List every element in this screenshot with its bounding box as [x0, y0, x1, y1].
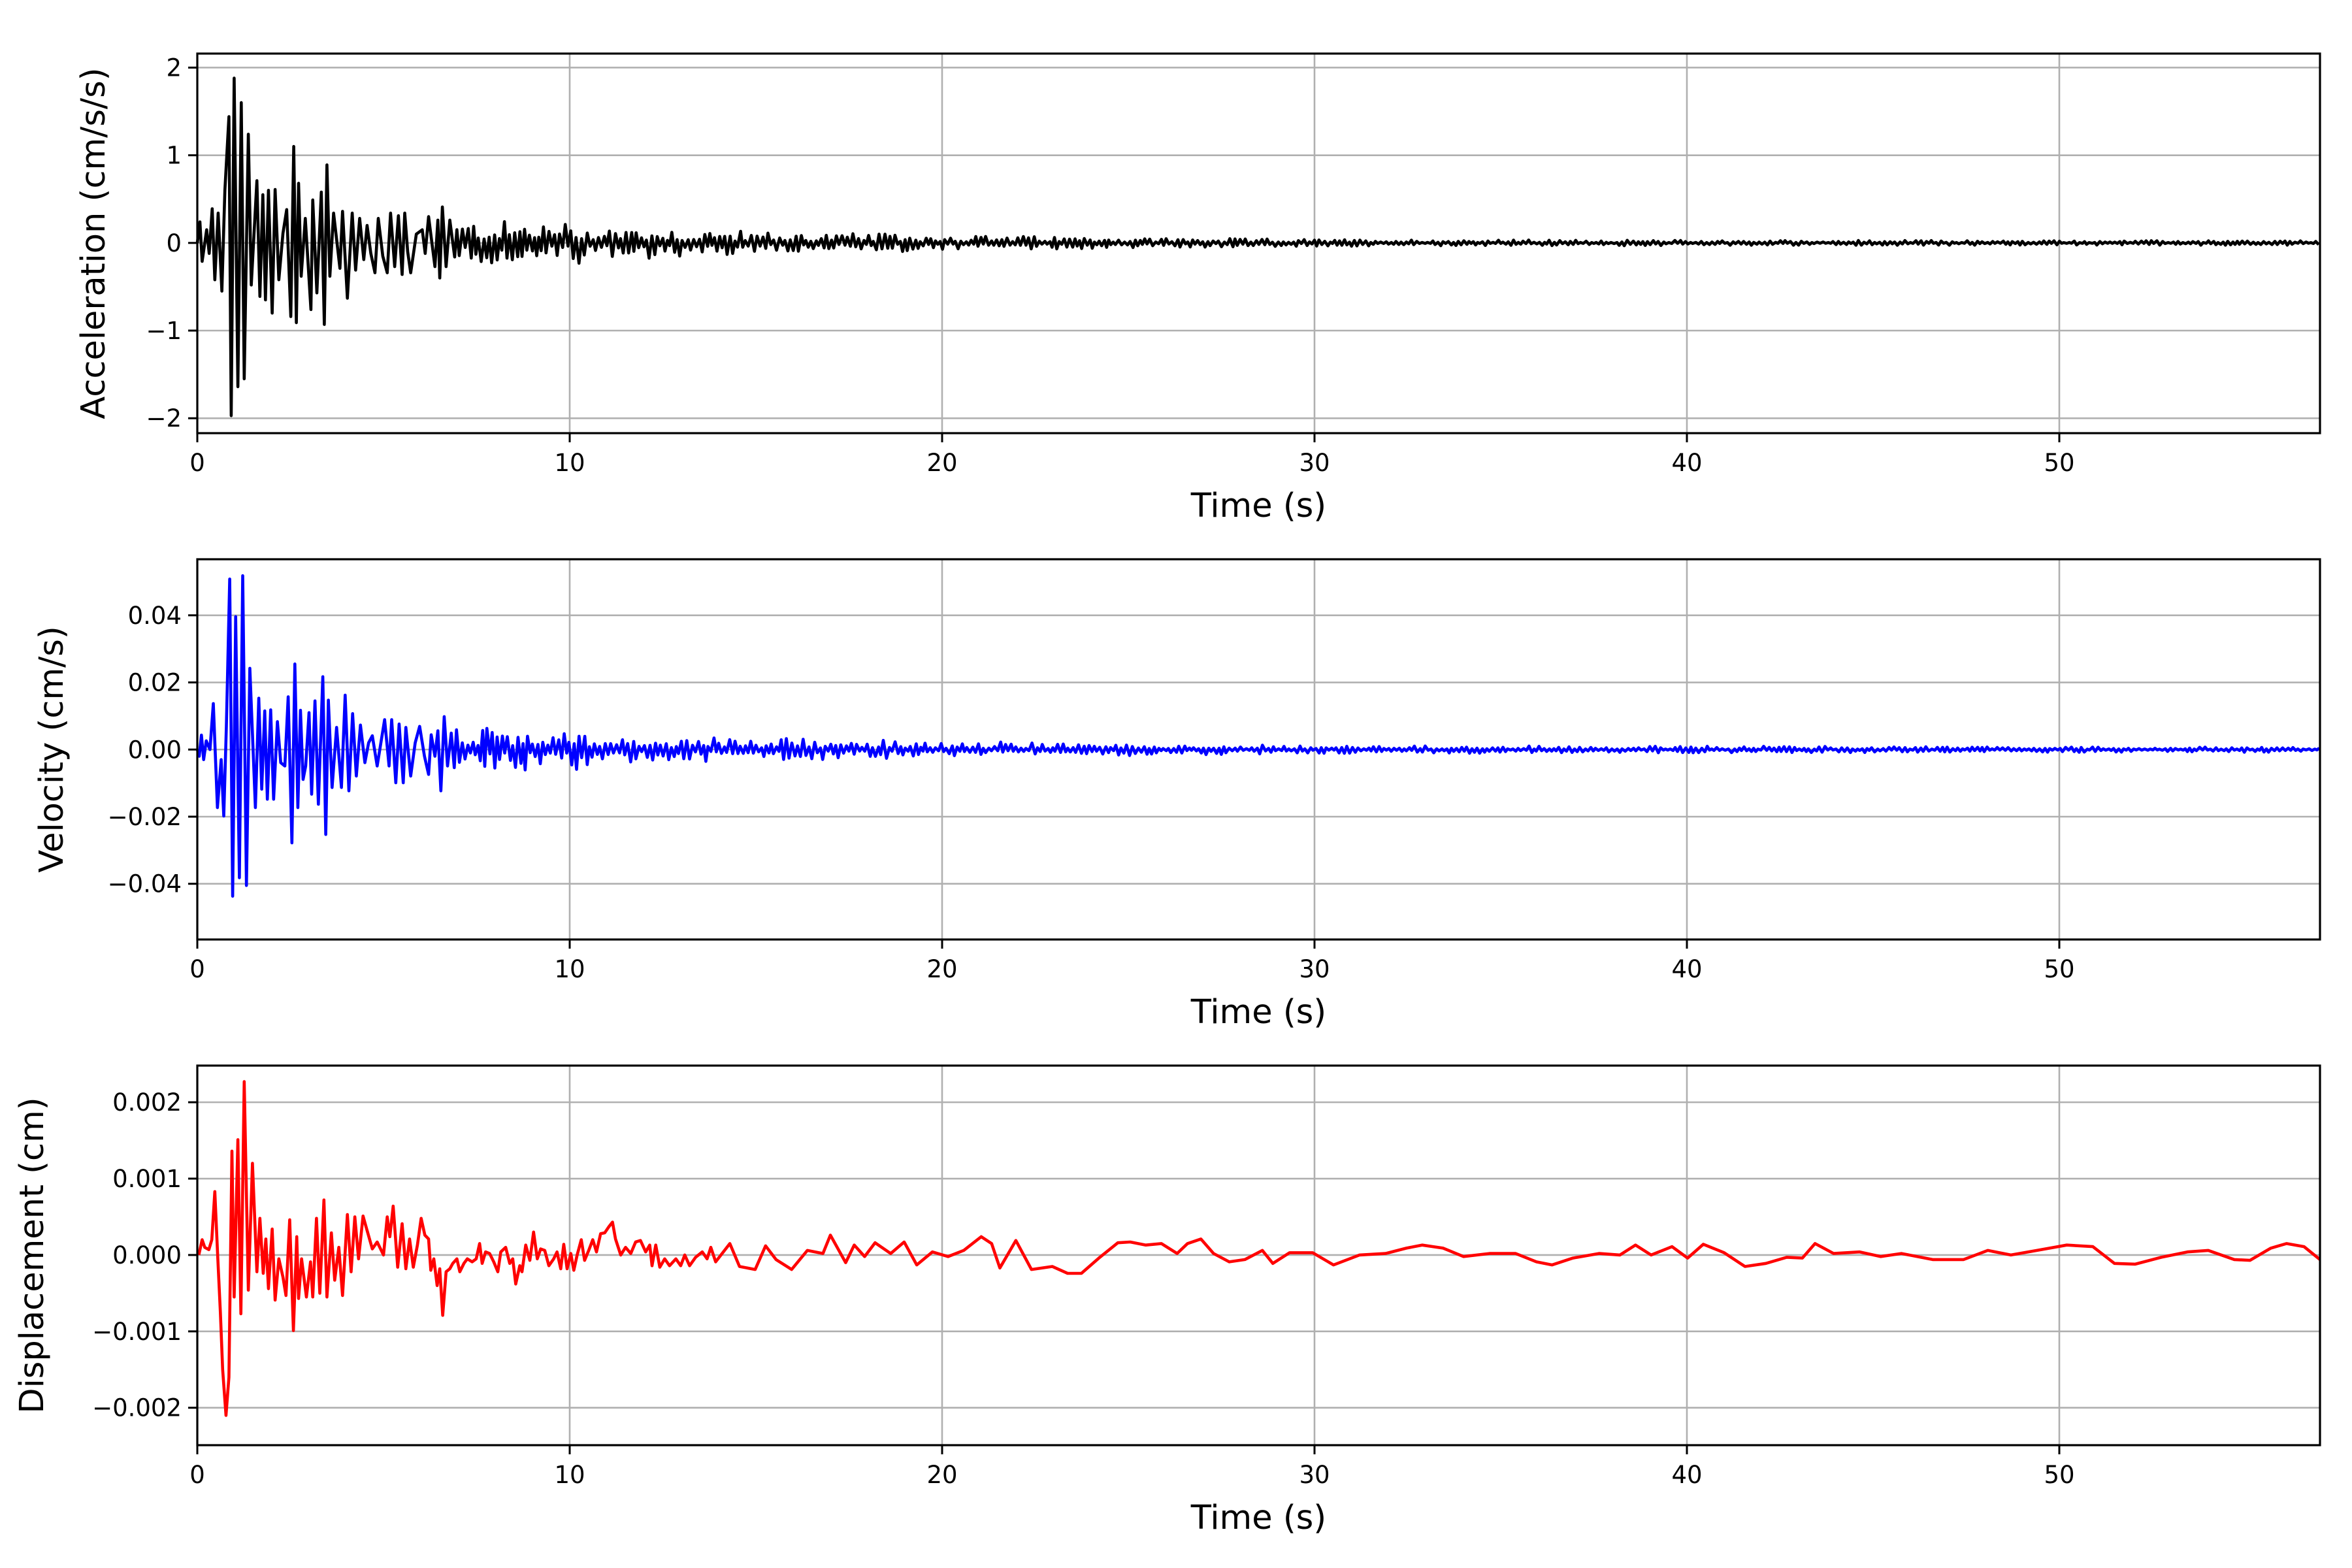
y-tick-label: 0	[166, 229, 182, 257]
x-tick-label: 0	[189, 449, 205, 477]
y-tick-label: −0.002	[92, 1394, 182, 1422]
y-axis-label: Displacement (cm)	[13, 1097, 52, 1413]
x-tick-label: 20	[926, 449, 957, 477]
y-tick-label: 0.02	[128, 669, 182, 697]
x-tick-label: 10	[554, 1461, 585, 1489]
x-tick-label: 40	[1671, 955, 1702, 983]
x-tick-label: 10	[554, 955, 585, 983]
acceleration-series-line	[195, 76, 2320, 417]
x-tick-label: 50	[2044, 449, 2074, 477]
x-tick-label: 20	[926, 955, 957, 983]
x-tick-label: 20	[926, 1461, 957, 1489]
y-axis-label: Acceleration (cm/s/s)	[74, 67, 113, 419]
x-axis-label: Time (s)	[1190, 487, 1326, 525]
y-tick-label: 0.002	[112, 1088, 182, 1117]
x-tick-label: 10	[554, 449, 585, 477]
y-tick-label: 1	[166, 142, 182, 170]
y-tick-label: 0.000	[112, 1241, 182, 1269]
x-tick-label: 0	[189, 1461, 205, 1489]
x-tick-label: 50	[2044, 955, 2074, 983]
x-axis-label: Time (s)	[1190, 993, 1326, 1032]
velocity-panel: 0 10 20 30 40 50 0.04 0.02 0.00 −0.02 −0.04 Time (s…	[33, 558, 2321, 1032]
displacement-series-line	[197, 1080, 2321, 1417]
velocity-series-line	[195, 574, 2321, 898]
y-tick-label: 0.04	[128, 602, 182, 630]
displacement-panel: 0 10 20 30 40 50 0.002 0.001 0.000 −0.001 −0.002 Ti…	[13, 1064, 2321, 1537]
x-tick-label: 30	[1299, 955, 1330, 983]
y-tick-label: 0.001	[112, 1165, 182, 1193]
y-tick-label: −0.04	[108, 870, 182, 898]
x-tick-label: 30	[1299, 449, 1330, 477]
x-tick-label: 40	[1671, 1461, 1702, 1489]
y-tick-label: −0.001	[92, 1318, 182, 1346]
y-tick-label: 2	[166, 54, 182, 82]
x-tick-label: 30	[1299, 1461, 1330, 1489]
y-axis-label: Velocity (cm/s)	[33, 626, 71, 873]
x-tick-label: 40	[1671, 449, 1702, 477]
y-tick-label: −0.02	[108, 803, 182, 831]
y-tick-label: 0.00	[128, 736, 182, 764]
x-tick-label: 50	[2044, 1461, 2074, 1489]
x-tick-label: 0	[189, 955, 205, 983]
y-tick-label: −2	[146, 404, 182, 433]
x-axis-label: Time (s)	[1190, 1499, 1326, 1537]
y-tick-label: −1	[146, 317, 182, 345]
